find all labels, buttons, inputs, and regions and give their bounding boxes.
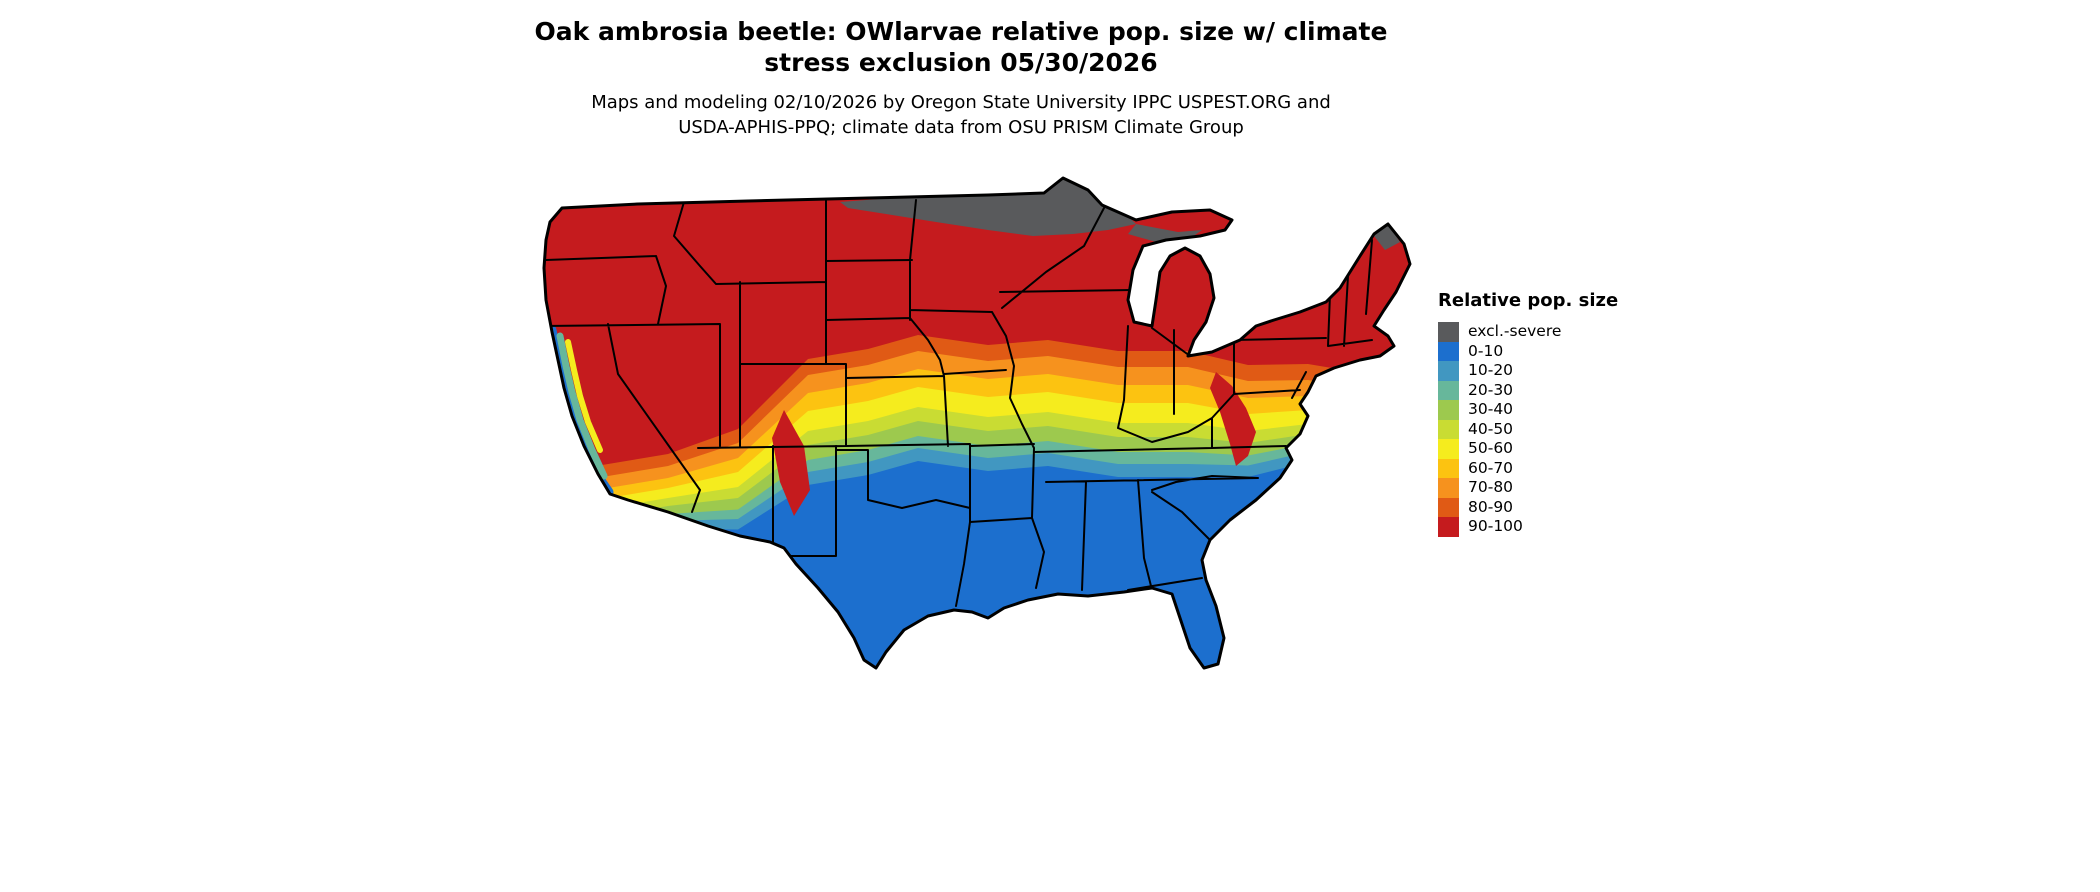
legend-swatch (1438, 361, 1459, 381)
map-west-texas-high-patch (772, 410, 810, 516)
legend-item: 70-80 (1438, 478, 1618, 498)
legend-swatch (1438, 517, 1459, 537)
legend: Relative pop. size excl.-severe 0-10 10-20… (1438, 290, 1618, 537)
legend-item: 60-70 (1438, 458, 1618, 478)
figure-canvas: Oak ambrosia beetle: OWlarvae relative p… (266, 0, 1834, 892)
legend-item-label: 90-100 (1468, 517, 1523, 535)
legend-title: Relative pop. size (1438, 290, 1619, 311)
legend-item-label: 20-30 (1468, 380, 1514, 399)
legend-item-label: 60-70 (1468, 458, 1514, 477)
legend-item: 10-20 (1438, 361, 1618, 381)
legend-item-label: excl.-severe (1468, 322, 1562, 340)
legend-item-label: 70-80 (1468, 478, 1514, 496)
legend-item-label: 40-50 (1468, 419, 1514, 438)
legend-item: 20-30 (1438, 380, 1618, 400)
legend-item-label: 0-10 (1468, 341, 1504, 360)
map-california-valley-yellow-band (565, 339, 603, 453)
legend-swatch (1438, 400, 1459, 420)
legend-swatch (1438, 478, 1459, 498)
legend-item: 50-60 (1438, 439, 1618, 459)
page-title: Oak ambrosia beetle: OWlarvae relative p… (491, 16, 1431, 78)
legend-item: 80-90 (1438, 497, 1618, 517)
legend-swatch (1438, 380, 1459, 400)
legend-item-label: 10-20 (1468, 361, 1514, 379)
legend-swatch (1438, 419, 1459, 439)
page-title-line2: stress exclusion 05/30/2026 (764, 48, 1158, 77)
page-subtitle: Maps and modeling 02/10/2026 by Oregon S… (491, 90, 1431, 140)
legend-swatch (1438, 439, 1459, 459)
legend-item: 90-100 (1438, 517, 1618, 537)
map-container (488, 160, 1428, 680)
legend-item: excl.-severe (1438, 322, 1618, 342)
legend-item: 0-10 (1438, 341, 1618, 361)
legend-item-label: 30-40 (1468, 400, 1514, 418)
legend-item: 30-40 (1438, 400, 1618, 420)
map-excluded-severe-region-minnesota (840, 179, 1136, 236)
legend-swatch (1438, 497, 1459, 517)
page-subtitle-line2: USDA-APHIS-PPQ; climate data from OSU PR… (678, 117, 1244, 138)
legend-items: excl.-severe 0-10 10-20 20-30 30-40 40-50 50-6… (1438, 322, 1618, 537)
legend-swatch (1438, 322, 1459, 342)
us-map (542, 176, 1412, 670)
state-borders (544, 199, 1373, 607)
legend-item: 40-50 (1438, 419, 1618, 439)
legend-item-label: 80-90 (1468, 497, 1514, 516)
legend-swatch (1438, 458, 1459, 478)
page-subtitle-line1: Maps and modeling 02/10/2026 by Oregon S… (591, 92, 1331, 113)
us-map-outline (542, 176, 1412, 670)
page-title-line1: Oak ambrosia beetle: OWlarvae relative p… (534, 17, 1388, 46)
map-appalachian-high-patch (1210, 372, 1256, 466)
legend-swatch (1438, 341, 1459, 361)
map-california-valley-mid-band (556, 332, 608, 480)
legend-item-label: 50-60 (1468, 439, 1514, 457)
